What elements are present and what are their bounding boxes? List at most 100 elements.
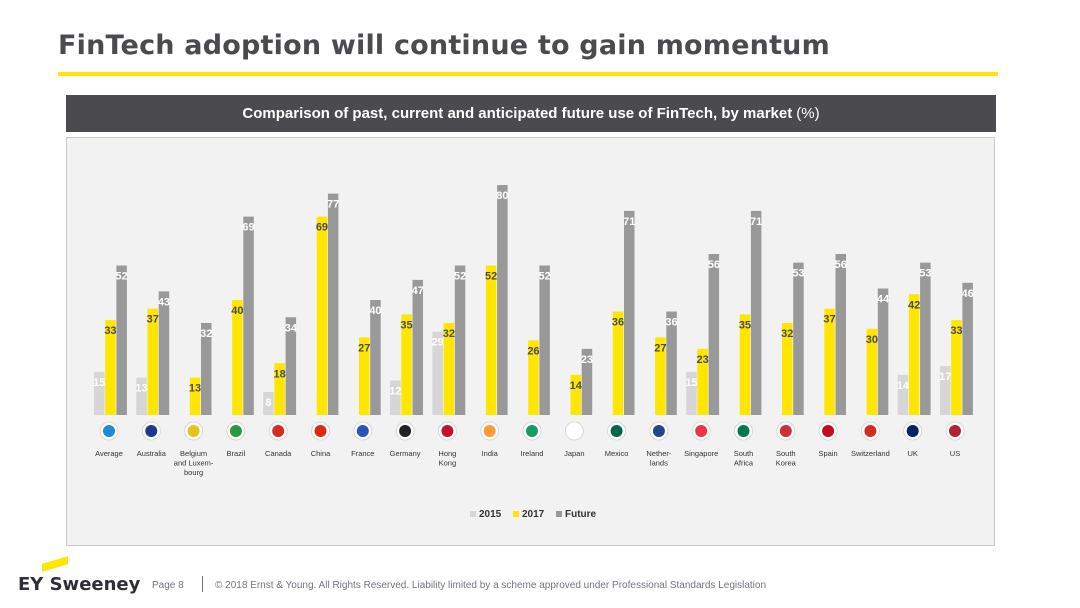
data-label-2015-14: 15 <box>685 377 697 389</box>
data-label-2015-19: 14 <box>897 380 910 392</box>
data-label-2017-7: 35 <box>400 319 412 331</box>
bar-future-19 <box>920 262 931 415</box>
category-label-12-line-0: Mexico <box>605 449 629 458</box>
flag-switzerland-icon-fill <box>864 425 877 437</box>
data-label-future-14: 56 <box>708 259 720 271</box>
data-label-future-12: 71 <box>623 216 635 228</box>
bar-2017-7 <box>401 314 412 415</box>
data-label-future-20: 46 <box>962 288 974 300</box>
flag-mexico-icon-fill <box>610 425 623 437</box>
flag-south-korea-icon-fill <box>779 425 792 437</box>
bar-2015-0 <box>94 371 105 415</box>
legend-label-2015: 2015 <box>479 509 502 520</box>
category-label-18-line-0: Switzerland <box>851 449 890 458</box>
chart-unit: (%) <box>796 105 820 122</box>
bar-future-3 <box>243 216 254 415</box>
data-label-2017-18: 30 <box>866 334 878 346</box>
bar-future-2 <box>201 323 212 415</box>
data-label-future-3: 69 <box>242 222 254 234</box>
flag-uk-icon-fill <box>906 425 919 437</box>
data-label-future-0: 52 <box>116 271 128 283</box>
data-label-future-8: 52 <box>454 271 466 283</box>
category-label-2-line-1: and Luxem- <box>174 459 214 468</box>
category-label-4-line-0: Canada <box>265 449 292 458</box>
bar-future-11 <box>581 348 593 415</box>
data-label-future-5: 77 <box>327 199 339 211</box>
data-label-2017-3: 40 <box>231 305 243 317</box>
data-label-2015-4: 8 <box>265 397 271 409</box>
flag-ireland-icon-fill <box>526 425 538 437</box>
flag-spain-icon-fill <box>822 425 835 437</box>
title-underline <box>58 72 998 76</box>
data-label-2015-0: 15 <box>93 377 105 389</box>
data-label-2017-4: 18 <box>274 368 286 380</box>
data-label-2017-9: 52 <box>485 271 497 283</box>
bar-2017-9 <box>485 265 497 415</box>
data-label-future-19: 53 <box>919 268 931 280</box>
data-label-future-6: 40 <box>369 305 381 317</box>
brand-name: EY Sweeney <box>18 574 141 595</box>
bar-2017-2 <box>189 377 201 415</box>
data-label-future-13: 36 <box>665 317 677 329</box>
flag-canada-icon-fill <box>272 425 285 437</box>
bar-future-15 <box>750 210 762 415</box>
bar-future-8 <box>454 265 466 415</box>
data-label-2015-7: 12 <box>389 386 401 398</box>
data-label-2015-1: 13 <box>135 383 147 395</box>
category-label-16-line-1: Korea <box>776 459 797 468</box>
bar-2015-4 <box>263 392 274 415</box>
bar-2017-11 <box>570 374 581 415</box>
bar-future-9 <box>497 185 508 415</box>
flag-germany-icon-fill <box>399 425 412 437</box>
bar-future-6 <box>370 300 381 415</box>
category-label-9-line-0: India <box>482 449 499 458</box>
bar-2017-0 <box>105 320 116 415</box>
bar-2015-1 <box>136 377 147 415</box>
bar-future-12 <box>624 210 635 415</box>
category-label-1-line-0: Australia <box>137 449 167 458</box>
bar-future-14 <box>708 254 720 415</box>
data-label-future-7: 47 <box>412 285 424 297</box>
category-label-10-line-0: Ireland <box>521 449 544 458</box>
bar-future-13 <box>666 311 677 415</box>
bar-2015-19 <box>897 374 909 415</box>
bar-2017-20 <box>951 320 962 415</box>
data-label-2017-14: 23 <box>697 354 709 366</box>
data-label-future-1: 43 <box>158 296 170 308</box>
data-label-2017-0: 33 <box>104 325 116 337</box>
bar-2015-20 <box>940 366 951 415</box>
flag-us-icon-fill <box>949 425 961 437</box>
category-label-3-line-0: Brazil <box>227 449 246 458</box>
legend-swatch-future <box>556 511 562 517</box>
bar-2017-10 <box>528 340 539 415</box>
legend-label-2017: 2017 <box>522 509 545 520</box>
bar-2017-18 <box>866 328 878 415</box>
flag-south-africa-icon-fill <box>737 425 750 437</box>
data-label-future-15: 71 <box>750 216 762 228</box>
bar-chart: 15 33 52 Average 13 37 43 Australia 13 32 Belgiuma… <box>93 185 974 520</box>
flag-brazil-icon-fill <box>229 425 242 437</box>
bar-future-17 <box>835 254 846 415</box>
bar-2015-8 <box>432 331 443 415</box>
bar-2017-15 <box>739 314 751 415</box>
data-label-2017-11: 14 <box>570 380 583 392</box>
data-label-future-2: 32 <box>200 328 212 340</box>
data-label-2017-6: 27 <box>358 342 370 354</box>
data-label-future-11: 23 <box>581 354 593 366</box>
bar-future-20 <box>962 282 973 415</box>
data-label-2017-16: 32 <box>781 328 793 340</box>
data-label-2017-12: 36 <box>612 317 624 329</box>
category-label-2-line-2: bourg <box>184 468 203 477</box>
bar-2017-14 <box>697 348 708 415</box>
category-label-8-line-0: Hong <box>438 449 456 458</box>
chart-title: Comparison of past, current and anticipa… <box>242 105 793 122</box>
bar-future-16 <box>793 262 804 415</box>
legend-label-future: Future <box>565 509 597 520</box>
bar-future-1 <box>158 291 170 415</box>
page-number: Page 8 <box>152 580 184 591</box>
data-label-2017-17: 37 <box>823 314 835 326</box>
flag-australia-icon-fill <box>145 425 158 437</box>
legend-swatch-2017 <box>513 511 519 517</box>
data-label-2017-15: 35 <box>739 319 751 331</box>
brand-logo: EY Sweeney <box>18 556 141 595</box>
